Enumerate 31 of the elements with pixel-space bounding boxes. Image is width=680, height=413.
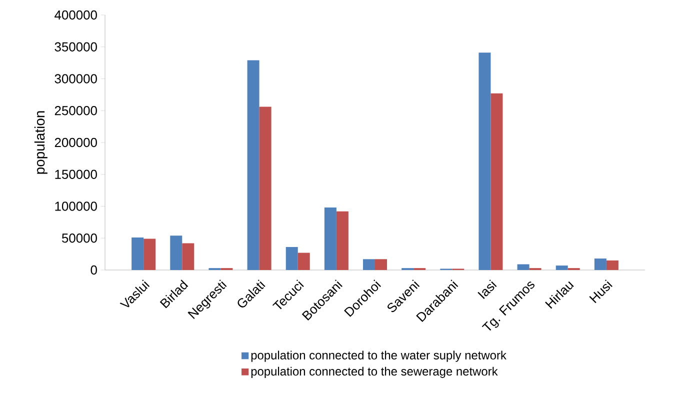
y-tick-label: 250000: [54, 106, 97, 116]
x-tick-label: Iasi: [478, 280, 497, 300]
y-tick-label: 50000: [62, 234, 97, 243]
bar: [490, 93, 503, 270]
bar: [132, 237, 144, 270]
bar: [298, 252, 310, 270]
bar: [556, 266, 568, 270]
bar: [247, 60, 260, 270]
y-axis-title: population: [34, 111, 48, 174]
bar: [375, 259, 388, 270]
bar: [478, 52, 491, 270]
bar: [606, 260, 618, 270]
bar: [286, 247, 298, 270]
y-tick-label: 150000: [55, 170, 97, 179]
y-tick-label: 300000: [54, 74, 97, 84]
bar: [170, 236, 182, 270]
bar: [324, 208, 336, 270]
bar: [594, 258, 606, 270]
bar: [363, 259, 376, 270]
bar: [144, 238, 156, 270]
y-tick-label: 350000: [54, 42, 97, 52]
y-tick-label: 200000: [54, 138, 97, 148]
bar: [517, 264, 530, 270]
y-tick-label: 0: [90, 265, 97, 275]
y-tick-label: 400000: [54, 10, 97, 20]
bar: [336, 211, 348, 270]
y-tick-label: 100000: [55, 202, 97, 211]
bar: [259, 106, 272, 270]
legend-label: population connected to the sewerage network: [251, 366, 498, 378]
bar: [182, 243, 194, 270]
legend-label: population connected to the water suply network: [251, 350, 506, 362]
